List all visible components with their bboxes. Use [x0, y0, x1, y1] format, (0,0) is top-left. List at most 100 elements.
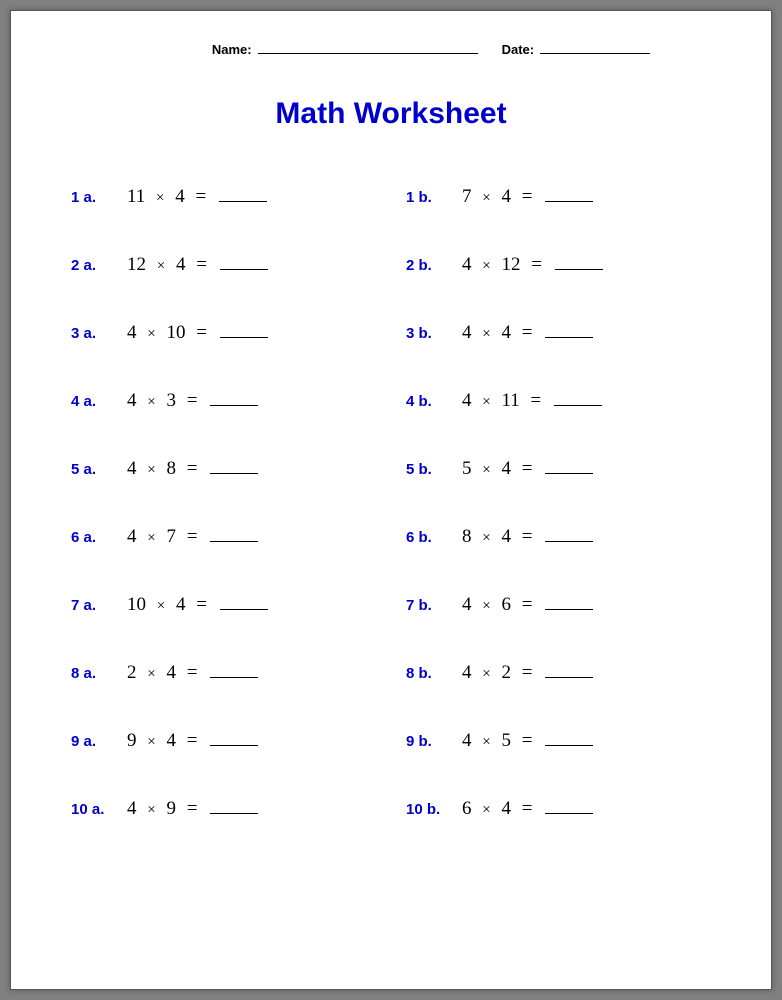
operand-2: 9	[166, 798, 176, 819]
problem-expression: 4 × 8 =	[127, 458, 258, 480]
problem-label: 8 b.	[406, 665, 462, 682]
problem-label: 6 b.	[406, 529, 462, 546]
operand-2: 5	[501, 730, 511, 751]
problem-label: 5 a.	[71, 461, 127, 478]
answer-blank[interactable]	[545, 609, 593, 610]
operand-1: 4	[127, 390, 137, 411]
operand-2: 6	[501, 594, 511, 615]
answer-blank[interactable]	[545, 541, 593, 542]
answer-blank[interactable]	[545, 745, 593, 746]
times-icon: ×	[147, 734, 155, 750]
problem-row: 1 b. 7 × 4 =	[406, 186, 711, 208]
equals-sign: =	[522, 798, 533, 819]
problem-expression: 7 × 4 =	[462, 186, 593, 208]
equals-sign: =	[522, 526, 533, 547]
answer-blank[interactable]	[210, 473, 258, 474]
problem-row: 6 b. 8 × 4 =	[406, 526, 711, 548]
problem-row: 9 b. 4 × 5 =	[406, 730, 711, 752]
problem-row: 2 a. 12 × 4 =	[71, 254, 376, 276]
equals-sign: =	[196, 322, 207, 343]
operand-1: 7	[462, 186, 472, 207]
operand-2: 8	[166, 458, 176, 479]
answer-blank[interactable]	[545, 813, 593, 814]
problem-row: 5 b. 5 × 4 =	[406, 458, 711, 480]
date-label: Date:	[502, 42, 535, 57]
operand-1: 4	[127, 458, 137, 479]
operand-1: 4	[127, 798, 137, 819]
operand-2: 2	[501, 662, 511, 683]
equals-sign: =	[187, 458, 198, 479]
problem-label: 7 b.	[406, 597, 462, 614]
operand-2: 10	[166, 322, 185, 343]
answer-blank[interactable]	[545, 337, 593, 338]
operand-2: 11	[501, 390, 519, 411]
equals-sign: =	[187, 798, 198, 819]
answer-blank[interactable]	[220, 337, 268, 338]
problem-row: 7 b. 4 × 6 =	[406, 594, 711, 616]
times-icon: ×	[147, 666, 155, 682]
operand-2: 4	[501, 526, 511, 547]
operand-1: 4	[462, 390, 472, 411]
answer-blank[interactable]	[220, 609, 268, 610]
equals-sign: =	[196, 186, 207, 207]
equals-sign: =	[522, 662, 533, 683]
answer-blank[interactable]	[210, 745, 258, 746]
problem-label: 1 b.	[406, 189, 462, 206]
operand-1: 9	[127, 730, 137, 751]
operand-1: 12	[127, 254, 146, 275]
answer-blank[interactable]	[554, 405, 602, 406]
times-icon: ×	[147, 326, 155, 342]
operand-1: 2	[127, 662, 137, 683]
times-icon: ×	[156, 190, 164, 206]
problem-label: 4 a.	[71, 393, 127, 410]
answer-blank[interactable]	[220, 269, 268, 270]
problem-label: 3 b.	[406, 325, 462, 342]
times-icon: ×	[482, 666, 490, 682]
answer-blank[interactable]	[210, 405, 258, 406]
operand-1: 4	[462, 662, 472, 683]
problem-expression: 4 × 3 =	[127, 390, 258, 412]
problem-expression: 4 × 12 =	[462, 254, 603, 276]
times-icon: ×	[482, 258, 490, 274]
name-label: Name:	[212, 42, 252, 57]
problem-expression: 9 × 4 =	[127, 730, 258, 752]
equals-sign: =	[187, 390, 198, 411]
problem-expression: 10 × 4 =	[127, 594, 268, 616]
date-blank[interactable]	[540, 41, 650, 54]
operand-1: 4	[127, 322, 137, 343]
answer-blank[interactable]	[555, 269, 603, 270]
operand-1: 4	[127, 526, 137, 547]
problem-label: 5 b.	[406, 461, 462, 478]
answer-blank[interactable]	[210, 813, 258, 814]
operand-2: 4	[501, 186, 511, 207]
problem-expression: 8 × 4 =	[462, 526, 593, 548]
problem-expression: 4 × 6 =	[462, 594, 593, 616]
operand-1: 4	[462, 594, 472, 615]
answer-blank[interactable]	[219, 201, 267, 202]
answer-blank[interactable]	[545, 677, 593, 678]
problem-expression: 4 × 9 =	[127, 798, 258, 820]
problem-expression: 4 × 4 =	[462, 322, 593, 344]
answer-blank[interactable]	[210, 541, 258, 542]
problem-label: 1 a.	[71, 189, 127, 206]
operand-1: 8	[462, 526, 472, 547]
times-icon: ×	[482, 802, 490, 818]
equals-sign: =	[522, 458, 533, 479]
problem-expression: 4 × 10 =	[127, 322, 268, 344]
answer-blank[interactable]	[545, 201, 593, 202]
answer-blank[interactable]	[545, 473, 593, 474]
problem-label: 3 a.	[71, 325, 127, 342]
equals-sign: =	[187, 730, 198, 751]
problem-label: 9 a.	[71, 733, 127, 750]
times-icon: ×	[482, 394, 490, 410]
name-blank[interactable]	[258, 41, 478, 54]
equals-sign: =	[531, 254, 542, 275]
problem-row: 1 a. 11 × 4 =	[71, 186, 376, 208]
worksheet-page: Name: Date: Math Worksheet 1 a. 11 × 4 =…	[10, 10, 772, 990]
answer-blank[interactable]	[210, 677, 258, 678]
operand-1: 4	[462, 322, 472, 343]
operand-1: 5	[462, 458, 472, 479]
operand-2: 12	[501, 254, 520, 275]
problem-label: 10 a.	[71, 801, 127, 818]
operand-1: 11	[127, 186, 145, 207]
